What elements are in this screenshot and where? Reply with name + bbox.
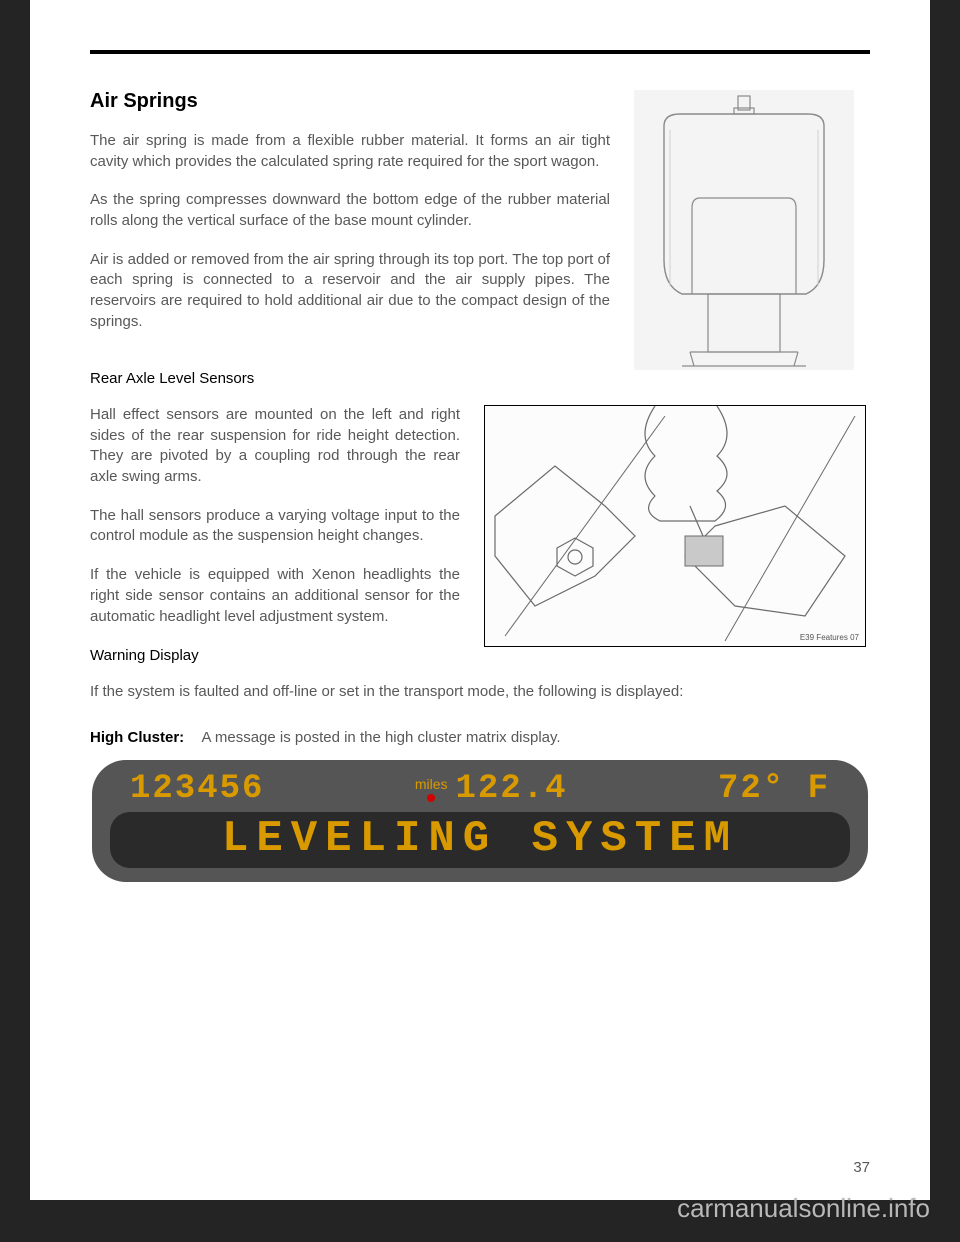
cluster-miles-label: miles xyxy=(415,776,448,792)
air-springs-row: Air Springs The air spring is made from … xyxy=(90,90,870,370)
cluster-odometer: 123456 xyxy=(130,770,264,808)
sensor-figure: E39 Features 07 xyxy=(484,405,866,647)
rear-axle-p3: If the vehicle is equipped with Xenon he… xyxy=(90,565,460,627)
sensor-svg xyxy=(485,406,865,646)
sensor-caption: E39 Features 07 xyxy=(800,633,859,642)
air-springs-p1: The air spring is made from a flexible r… xyxy=(90,131,610,172)
cluster-top-row: 123456 miles 122.4 72° F xyxy=(110,770,850,808)
cluster-miles-group: miles 122.4 xyxy=(415,770,568,808)
cluster-message: LEVELING SYSTEM xyxy=(222,814,738,864)
air-springs-text-col: Air Springs The air spring is made from … xyxy=(90,90,610,370)
air-springs-title: Air Springs xyxy=(90,90,610,113)
high-cluster-label: High Cluster: xyxy=(90,729,184,746)
page-number: 37 xyxy=(853,1159,870,1176)
air-springs-p3: Air is added or removed from the air spr… xyxy=(90,250,610,333)
cluster-red-dot-icon xyxy=(427,794,435,802)
rear-axle-text-col: Hall effect sensors are mounted on the l… xyxy=(90,405,460,647)
watermark-text: carmanualsonline.info xyxy=(677,1193,930,1224)
rear-axle-p1: Hall effect sensors are mounted on the l… xyxy=(90,405,460,488)
rear-axle-p2: The hall sensors produce a varying volta… xyxy=(90,506,460,547)
high-cluster-desc: A message is posted in the high cluster … xyxy=(202,729,561,746)
warning-title: Warning Display xyxy=(90,647,870,664)
top-divider xyxy=(90,50,870,54)
cluster-trip: 122.4 xyxy=(456,770,568,808)
cluster-temp: 72° F xyxy=(718,770,830,808)
air-springs-p2: As the spring compresses downward the bo… xyxy=(90,190,610,231)
page-container: Air Springs The air spring is made from … xyxy=(30,0,930,1200)
cluster-display: 123456 miles 122.4 72° F LEVELING SYSTEM xyxy=(92,760,868,882)
air-spring-svg xyxy=(634,90,854,370)
rear-axle-title: Rear Axle Level Sensors xyxy=(90,370,870,387)
cluster-message-row: LEVELING SYSTEM xyxy=(110,812,850,868)
air-spring-figure xyxy=(634,90,854,370)
warning-p1: If the system is faulted and off-line or… xyxy=(90,682,870,703)
rear-axle-row: Hall effect sensors are mounted on the l… xyxy=(90,405,870,647)
high-cluster-line: High Cluster: A message is posted in the… xyxy=(90,729,870,746)
